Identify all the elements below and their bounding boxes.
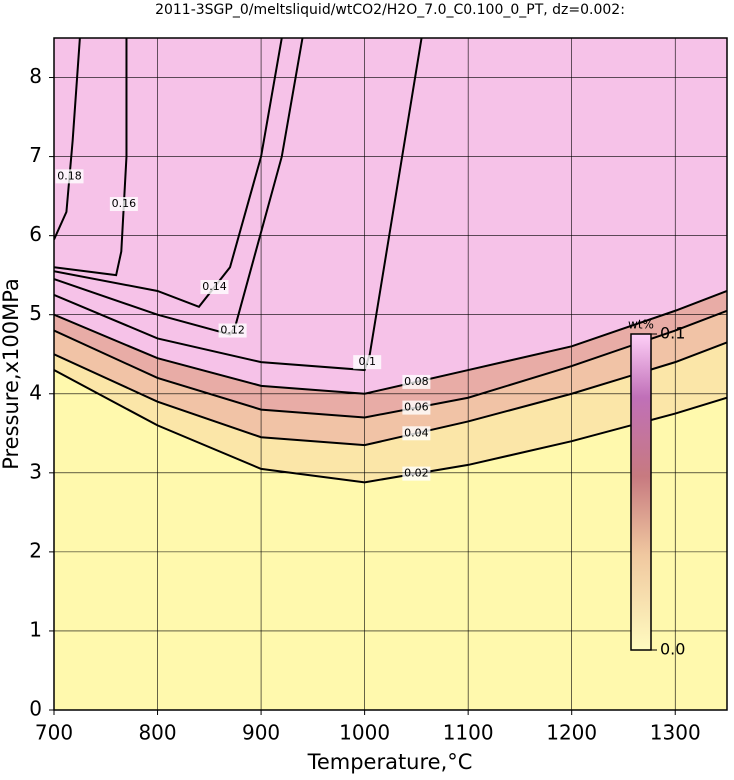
colorbar-label: wt% <box>628 318 654 332</box>
y-tick-label: 0 <box>29 697 42 721</box>
y-tick-label: 1 <box>29 617 42 641</box>
contour-label-bg <box>200 280 229 295</box>
x-tick-label: 1200 <box>546 721 597 745</box>
y-tick-label: 3 <box>29 459 42 483</box>
contour-label: 0.12 <box>220 324 245 337</box>
contour-label: 0.18 <box>57 169 82 182</box>
contour-label-bg <box>218 323 247 338</box>
x-tick-label: 1000 <box>339 721 390 745</box>
x-tick-label: 1100 <box>443 721 494 745</box>
contour-label: 0.14 <box>202 280 227 293</box>
plot-frame <box>53 37 728 711</box>
x-tick-label: 700 <box>35 721 73 745</box>
y-tick-label: 4 <box>29 380 42 404</box>
y-axis-label: Pressure,x100MPa <box>0 278 23 470</box>
contour-label-bg <box>55 169 84 184</box>
contour-label: 0.06 <box>404 401 429 414</box>
contour-label-bg <box>109 197 138 212</box>
x-tick-label: 900 <box>242 721 280 745</box>
y-tick-label: 5 <box>29 301 42 325</box>
y-tick-label: 2 <box>29 538 42 562</box>
x-tick-label: 800 <box>138 721 176 745</box>
contour-label-bg <box>353 355 382 370</box>
x-axis-label: Temperature,°C <box>307 750 473 774</box>
contour-label: 0.1 <box>358 355 376 368</box>
contour-fill <box>54 38 727 394</box>
contour-label: 0.16 <box>112 197 137 210</box>
chart-title: 2011-3SGP_0/meltsliquid/wtCO2/H2O_7.0_C0… <box>155 2 625 18</box>
y-tick-label: 7 <box>29 143 42 167</box>
plot-area: 0.020.040.060.080.10.120.140.160.18 <box>54 38 727 710</box>
contour-label-bg <box>402 374 431 389</box>
y-tick-label: 6 <box>29 222 42 246</box>
colorbar-tick-label: 0.1 <box>660 324 685 343</box>
contour-label-bg <box>402 426 431 441</box>
x-tick-label: 1300 <box>650 721 701 745</box>
contour-label: 0.08 <box>404 375 429 388</box>
contour-label-bg <box>402 466 431 481</box>
contour-label: 0.04 <box>404 426 429 439</box>
contour-label-bg <box>402 400 431 415</box>
contour-line <box>54 38 128 277</box>
colorbar <box>630 333 652 651</box>
y-tick-label: 8 <box>29 64 42 88</box>
overlay: 700 800 900 1000 1100 1200 1300 0 1 2 3 4 5 6 7 8 wt% 0.0… <box>29 37 728 745</box>
colorbar-tick-label: 0.0 <box>660 640 685 659</box>
